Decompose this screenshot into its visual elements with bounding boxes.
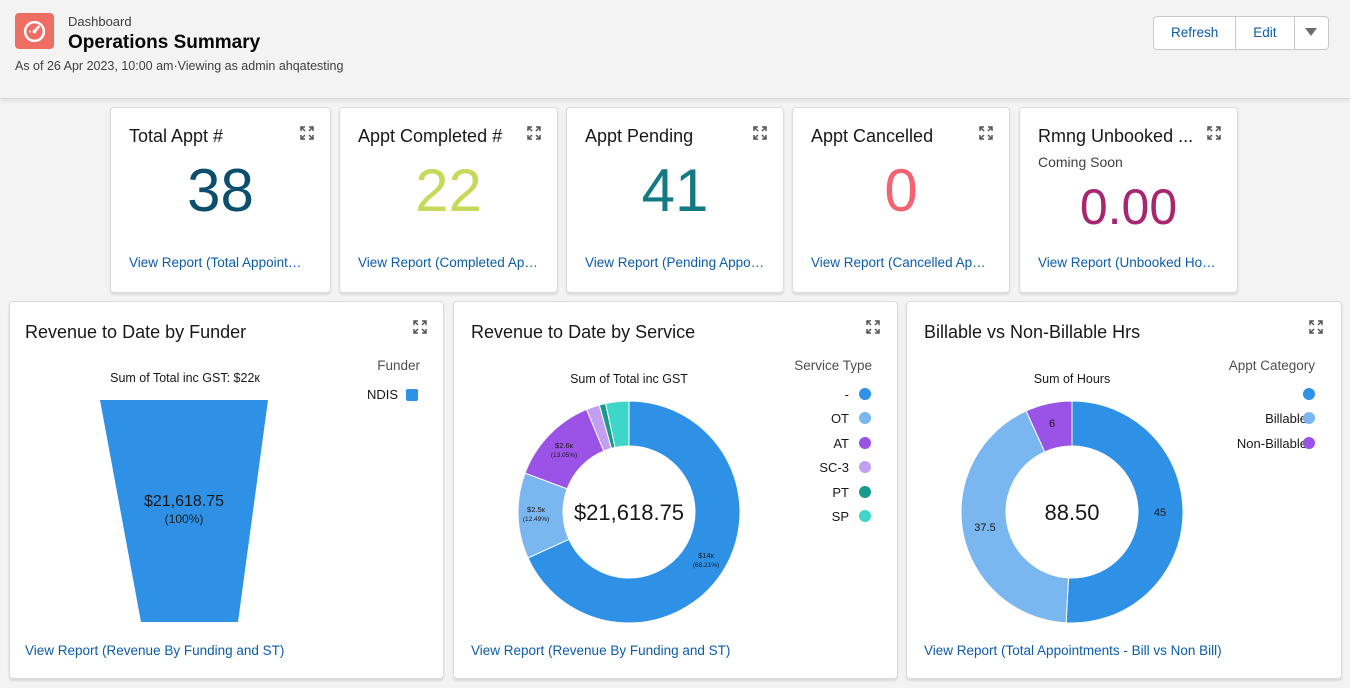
metric-value: 38 bbox=[187, 157, 254, 224]
metric-card: Appt Pending 41 View Report (Pending Appoi… bbox=[566, 107, 784, 293]
metric-value: 22 bbox=[415, 157, 482, 224]
metric-value: 41 bbox=[641, 157, 709, 224]
view-report-link[interactable]: View Report (Revenue By Funding and ST) bbox=[25, 643, 285, 658]
legend-item[interactable]: PT bbox=[832, 484, 849, 500]
legend-swatch-ndis bbox=[406, 389, 418, 401]
dashboard-gauge-icon bbox=[15, 13, 54, 49]
legend-item[interactable]: - bbox=[1177, 387, 1307, 402]
metric-value: 0.00 bbox=[1079, 179, 1178, 235]
legend-swatch bbox=[859, 388, 871, 400]
funnel-value-label: $21,618.75 bbox=[143, 493, 225, 510]
legend-item-ndis[interactable]: NDIS bbox=[310, 387, 398, 402]
view-report-link[interactable]: View Report (Revenue By Funding and ST) bbox=[471, 643, 731, 658]
page-header: Dashboard Operations Summary As of 26 Ap… bbox=[0, 0, 1350, 99]
legend-title: Service Type bbox=[794, 358, 872, 373]
billable-donut-chart: 45 37.5 6 88.50 bbox=[960, 400, 1184, 624]
card-title: Appt Completed # bbox=[358, 126, 503, 146]
header-button-group: Refresh Edit bbox=[1153, 16, 1329, 50]
legend-title: Appt Category bbox=[1228, 358, 1315, 373]
refresh-button[interactable]: Refresh bbox=[1154, 17, 1237, 49]
chart-caption: Sum of Total inc GST: $22к bbox=[110, 371, 260, 385]
expand-icon[interactable] bbox=[300, 126, 314, 140]
legend-swatch bbox=[859, 436, 871, 449]
card-subtitle: Coming Soon bbox=[1038, 154, 1123, 170]
funnel-pct-label: (100%) bbox=[164, 512, 204, 526]
legend-item[interactable]: Non-Billable bbox=[1236, 435, 1307, 451]
funnel-segment-ndis[interactable] bbox=[100, 400, 268, 622]
page-title: Operations Summary bbox=[68, 32, 261, 53]
legend-title: Funder bbox=[377, 358, 420, 373]
card-title: Billable vs Non-Billable Hrs bbox=[924, 322, 1141, 342]
legend-item[interactable]: AT bbox=[833, 435, 849, 451]
legend-label: NDIS bbox=[366, 387, 398, 402]
legend-swatch bbox=[859, 485, 871, 498]
donut-slice-non-billable[interactable] bbox=[1025, 400, 1073, 453]
donut-center-value: $21,618.75 bbox=[574, 500, 684, 525]
slice-pct-label: (68.21%) bbox=[693, 562, 719, 569]
slice-pct-label: (13.05%) bbox=[551, 452, 577, 459]
more-actions-button[interactable] bbox=[1295, 17, 1328, 49]
slice-value-label: 6 bbox=[1049, 418, 1055, 430]
donut-center-value: 88.50 bbox=[1044, 500, 1099, 525]
slice-value-label: $2.6к bbox=[555, 441, 574, 450]
legend-item[interactable]: SP bbox=[831, 509, 849, 524]
funder-chart-card: Revenue to Date by Funder Sum of Total i… bbox=[9, 301, 444, 679]
metric-card: Rmng Unbooked ... Coming Soon 0.00 View Rep… bbox=[1019, 107, 1238, 293]
legend-swatch bbox=[1303, 412, 1315, 425]
expand-icon[interactable] bbox=[866, 320, 880, 334]
view-report-link[interactable]: View Report (Unbooked Hours) bbox=[1038, 255, 1219, 270]
billable-chart-card: Billable vs Non-Billable Hrs Sum of Hour… bbox=[906, 301, 1342, 679]
service-donut-chart: $14к (68.21%) $2.5к (12.49%) $2.6к (13.05%) $2… bbox=[517, 400, 741, 624]
view-report-link[interactable]: View Report (Total Appointments) bbox=[129, 255, 312, 270]
legend-item[interactable]: OT bbox=[830, 411, 849, 427]
card-title: Revenue to Date by Service bbox=[471, 322, 696, 342]
slice-value-label: $2.5к bbox=[527, 505, 546, 514]
view-report-link[interactable]: View Report (Completed Appointments) bbox=[358, 255, 539, 270]
edit-button[interactable]: Edit bbox=[1236, 17, 1295, 49]
view-report-link[interactable]: View Report (Pending Appointments) bbox=[585, 255, 765, 270]
card-title: Revenue to Date by Funder bbox=[25, 322, 247, 342]
legend-swatch bbox=[859, 461, 871, 474]
donut-slice-[interactable] bbox=[527, 400, 741, 624]
header-eyebrow: Dashboard bbox=[68, 14, 132, 29]
view-report-link[interactable]: View Report (Cancelled Appointments) bbox=[811, 255, 991, 270]
slice-pct-label: (12.49%) bbox=[523, 516, 549, 523]
donut-slice-sp[interactable] bbox=[605, 400, 630, 449]
metric-value: 0 bbox=[884, 157, 918, 224]
chart-caption: Sum of Hours bbox=[1033, 372, 1111, 386]
legend-swatch bbox=[1303, 388, 1315, 400]
metric-card: Appt Completed # 22 View Report (Completed… bbox=[339, 107, 558, 293]
metric-card: Appt Cancelled 0 View Report (Cancelled Ap… bbox=[792, 107, 1010, 293]
card-title: Appt Cancelled bbox=[811, 126, 934, 146]
donut-slice-[interactable] bbox=[1065, 400, 1184, 624]
expand-icon[interactable] bbox=[753, 126, 767, 140]
legend-swatch bbox=[859, 510, 871, 522]
slice-value-label: 45 bbox=[1154, 507, 1166, 519]
chevron-down-icon bbox=[1304, 28, 1317, 36]
legend-item[interactable]: - bbox=[844, 387, 849, 402]
expand-icon[interactable] bbox=[1207, 126, 1221, 140]
legend-item[interactable]: SC-3 bbox=[819, 460, 849, 476]
slice-value-label: 37.5 bbox=[974, 522, 995, 534]
as-of-text: As of 26 Apr 2023, 10:00 am·Viewing as a… bbox=[15, 59, 344, 73]
chart-caption: Sum of Total inc GST bbox=[570, 372, 688, 386]
funder-funnel-chart bbox=[100, 400, 268, 622]
expand-icon[interactable] bbox=[979, 126, 993, 140]
expand-icon[interactable] bbox=[413, 320, 427, 334]
slice-value-label: $14к bbox=[698, 551, 715, 560]
service-chart-card: Revenue to Date by Service Sum of Total … bbox=[453, 301, 898, 679]
legend-swatch bbox=[1303, 436, 1315, 449]
legend-item[interactable]: Billable bbox=[1265, 411, 1307, 427]
expand-icon[interactable] bbox=[527, 126, 541, 140]
card-title: Total Appt # bbox=[129, 126, 224, 146]
legend-swatch bbox=[859, 412, 871, 425]
expand-icon[interactable] bbox=[1309, 320, 1323, 334]
card-title: Appt Pending bbox=[585, 126, 694, 146]
metric-card: Total Appt # 38 View Report (Total Appoint… bbox=[110, 107, 331, 293]
card-title: Rmng Unbooked ... bbox=[1038, 126, 1194, 146]
donut-slice-billable[interactable] bbox=[960, 410, 1070, 624]
view-report-link[interactable]: View Report (Total Appointments - Bill v… bbox=[924, 643, 1222, 658]
